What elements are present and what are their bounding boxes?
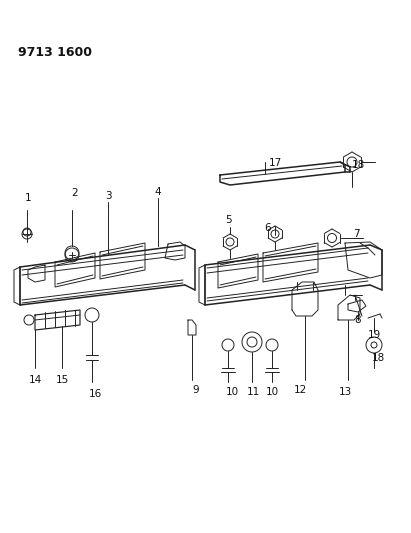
Text: 14: 14 <box>28 375 42 385</box>
Text: 16: 16 <box>88 389 102 399</box>
Text: 8: 8 <box>355 315 361 325</box>
Text: 3: 3 <box>105 191 111 201</box>
Text: 10: 10 <box>266 387 279 397</box>
Text: 19: 19 <box>367 330 381 340</box>
Text: 4: 4 <box>155 187 161 197</box>
Text: 11: 11 <box>246 387 260 397</box>
Text: 1: 1 <box>25 193 31 203</box>
Text: 15: 15 <box>55 375 69 385</box>
Text: 9: 9 <box>193 385 199 395</box>
Text: 7: 7 <box>353 229 359 239</box>
Text: 2: 2 <box>72 188 79 198</box>
Text: 18: 18 <box>372 353 385 363</box>
Text: 18: 18 <box>351 160 365 170</box>
Text: 12: 12 <box>293 385 307 395</box>
Text: 5: 5 <box>225 215 231 225</box>
Text: 9713 1600: 9713 1600 <box>18 46 92 59</box>
Text: 17: 17 <box>268 158 282 168</box>
Text: 13: 13 <box>338 387 352 397</box>
Text: 10: 10 <box>226 387 238 397</box>
Text: 6: 6 <box>265 223 271 233</box>
